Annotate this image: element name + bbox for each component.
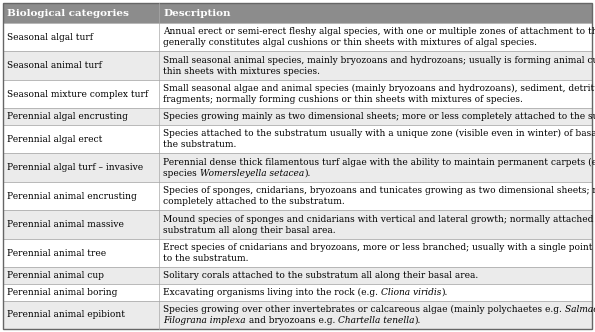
Bar — [3, 109, 592, 125]
Text: Solitary corals attached to the substratum all along their basal area.: Solitary corals attached to the substrat… — [163, 271, 478, 280]
Text: Species growing mainly as two dimensional sheets; more or less completely attach: Species growing mainly as two dimensiona… — [163, 112, 595, 121]
Text: Perennial animal encrusting: Perennial animal encrusting — [7, 192, 137, 201]
Text: Small seasonal animal species, mainly bryozoans and hydrozoans; usually is formi: Small seasonal animal species, mainly br… — [163, 56, 595, 65]
Text: Womersleyella setacea: Womersleyella setacea — [200, 169, 304, 178]
Bar — [3, 210, 592, 239]
Text: ).: ). — [441, 288, 447, 297]
Bar — [3, 182, 592, 210]
Bar — [3, 51, 592, 80]
Text: Seasonal algal turf: Seasonal algal turf — [7, 33, 93, 42]
Text: Seasonal mixture complex turf: Seasonal mixture complex turf — [7, 90, 148, 99]
Text: to the substratum.: to the substratum. — [163, 254, 249, 263]
Text: Filograna implexa: Filograna implexa — [163, 316, 246, 325]
Bar — [3, 267, 592, 284]
Text: Chartella tenella: Chartella tenella — [338, 316, 415, 325]
Text: Perennial algal turf – invasive: Perennial algal turf – invasive — [7, 163, 143, 172]
Text: generally constitutes algal cushions or thin sheets with mixtures of algal speci: generally constitutes algal cushions or … — [163, 38, 537, 47]
Bar — [3, 80, 592, 109]
Text: and bryozoans e.g.: and bryozoans e.g. — [246, 316, 338, 325]
Bar — [3, 239, 592, 267]
Text: species: species — [163, 169, 200, 178]
Text: Annual erect or semi-erect fleshy algal species, with one or multiple zones of a: Annual erect or semi-erect fleshy algal … — [163, 27, 595, 36]
Bar — [3, 300, 592, 329]
Text: Perennial dense thick filamentous turf algae with the ability to maintain perman: Perennial dense thick filamentous turf a… — [163, 158, 595, 167]
Text: Description: Description — [163, 9, 231, 18]
Bar — [3, 125, 592, 153]
Text: Mound species of sponges and cnidarians with vertical and lateral growth; normal: Mound species of sponges and cnidarians … — [163, 215, 595, 224]
Bar — [3, 3, 592, 23]
Bar — [3, 153, 592, 182]
Text: Salmacina dysteri: Salmacina dysteri — [565, 305, 595, 314]
Bar — [3, 284, 592, 300]
Text: ).: ). — [415, 316, 421, 325]
Text: substratum all along their basal area.: substratum all along their basal area. — [163, 226, 336, 235]
Text: Perennial animal tree: Perennial animal tree — [7, 249, 106, 258]
Text: Perennial animal cup: Perennial animal cup — [7, 271, 104, 280]
Text: the substratum.: the substratum. — [163, 140, 236, 149]
Text: Perennial animal massive: Perennial animal massive — [7, 220, 124, 229]
Text: Excavating organisms living into the rock (e.g.: Excavating organisms living into the roc… — [163, 288, 381, 297]
Text: Species growing over other invertebrates or calcareous algae (mainly polychaetes: Species growing over other invertebrates… — [163, 305, 565, 314]
Bar — [3, 23, 592, 51]
Text: Perennial algal erect: Perennial algal erect — [7, 135, 102, 144]
Text: Perennial animal epibiont: Perennial animal epibiont — [7, 310, 125, 319]
Text: Perennial animal boring: Perennial animal boring — [7, 288, 117, 297]
Text: Biological categories: Biological categories — [7, 9, 129, 18]
Text: Cliona viridis: Cliona viridis — [381, 288, 441, 297]
Text: Species of sponges, cnidarians, bryozoans and tunicates growing as two dimension: Species of sponges, cnidarians, bryozoan… — [163, 186, 595, 195]
Text: ).: ). — [304, 169, 311, 178]
Text: completely attached to the substratum.: completely attached to the substratum. — [163, 197, 345, 206]
Text: fragments; normally forming cushions or thin sheets with mixtures of species.: fragments; normally forming cushions or … — [163, 95, 523, 104]
Text: Perennial algal encrusting: Perennial algal encrusting — [7, 112, 128, 121]
Text: Small seasonal algae and animal species (mainly bryozoans and hydrozoans), sedim: Small seasonal algae and animal species … — [163, 84, 595, 93]
Text: Seasonal animal turf: Seasonal animal turf — [7, 61, 102, 70]
Text: thin sheets with mixtures species.: thin sheets with mixtures species. — [163, 67, 320, 76]
Text: Erect species of cnidarians and bryozoans, more or less branched; usually with a: Erect species of cnidarians and bryozoan… — [163, 243, 595, 252]
Text: Species attached to the substratum usually with a unique zone (visible even in w: Species attached to the substratum usual… — [163, 129, 595, 138]
